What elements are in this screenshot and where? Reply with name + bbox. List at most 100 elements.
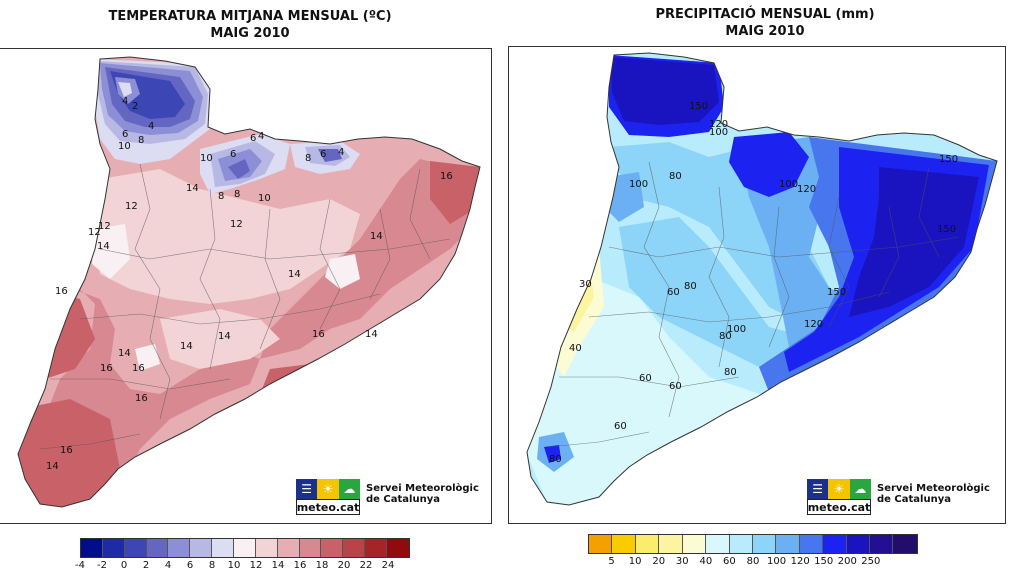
org-line1: Servei Meteorològic: [366, 483, 479, 494]
temperature-legend-swatch: [146, 539, 169, 557]
temperature-legend-swatch: [124, 539, 147, 557]
temperature-legend: -4 -2 0 2 4 6 8 10 12 14 16 18 20 22 24: [75, 538, 410, 572]
menu-lines-icon: ☰: [807, 479, 829, 499]
sun-icon: ☀: [317, 479, 339, 499]
precipitation-legend-swatch: [706, 535, 730, 553]
temperature-contour-label: 8: [305, 153, 311, 164]
precipitation-contour-label: 80: [719, 331, 732, 342]
precipitation-contour-label: 80: [684, 281, 697, 292]
temperature-contour-label: 8: [138, 135, 144, 146]
temperature-contour-label: 6: [230, 149, 236, 160]
precipitation-contour-label: 80: [669, 171, 682, 182]
precipitation-contour-label: 100: [629, 179, 648, 190]
temperature-contour-label: 6: [122, 129, 128, 140]
org-line1-2: Servei Meteorològic: [877, 483, 990, 494]
temperature-contour-label: 16: [100, 363, 113, 374]
temperature-legend-tick: 24: [381, 560, 395, 571]
meteocat-org-name-2: Servei Meteorològic de Catalunya: [877, 483, 990, 505]
temperature-legend-tick: 4: [164, 560, 172, 571]
temperature-contour-label: 4: [122, 96, 128, 107]
temperature-contour-label: 14: [46, 461, 59, 472]
temperature-legend-swatch: [387, 539, 409, 557]
precipitation-legend-tick: 150: [814, 556, 834, 567]
temperature-contour-label: 12: [230, 219, 243, 230]
precipitation-legend-tick: 120: [790, 556, 810, 567]
temperature-contour-label: 8: [234, 189, 240, 200]
temperature-contour-label: 12: [88, 227, 101, 238]
temperature-legend-bar: [80, 538, 410, 558]
temperature-legend-swatch: [343, 539, 366, 557]
temperature-contour-label: 4: [148, 121, 154, 132]
temperature-contour-label: 14: [180, 341, 193, 352]
temperature-contour-label: 16: [60, 445, 73, 456]
precipitation-legend-tick: 20: [652, 556, 666, 567]
precipitation-contour-label: 60: [614, 421, 627, 432]
temperature-contour-label: 12: [98, 221, 111, 232]
temperature-contour-label: 6: [250, 133, 256, 144]
precipitation-legend-tick: 5: [608, 556, 615, 567]
temperature-legend-swatch: [365, 539, 388, 557]
temperature-legend-swatch: [321, 539, 344, 557]
precipitation-legend-swatch: [612, 535, 636, 553]
temperature-contour-label: 14: [118, 348, 131, 359]
precipitation-legend-swatch: [870, 535, 894, 553]
temperature-contour-label: 16: [440, 171, 453, 182]
temperature-legend-swatch: [212, 539, 235, 557]
precipitation-legend-swatch: [799, 535, 824, 553]
org-line2-2: de Catalunya: [877, 494, 951, 505]
meteocat-logo: ☰ ☀ ☁ meteo.cat Servei Meteorològic de C…: [296, 479, 479, 515]
meteocat-logo-2: ☰ ☀ ☁ meteo.cat Servei Meteorològic de C…: [807, 479, 990, 515]
precipitation-contour-label: 60: [667, 287, 680, 298]
precipitation-title-line2: MAIG 2010: [725, 24, 805, 39]
precipitation-title-line1: PRECIPITACIÓ MENSUAL (mm): [655, 7, 875, 22]
temperature-legend-swatch: [234, 539, 256, 557]
precipitation-contour-label: 30: [579, 279, 592, 290]
precipitation-contour-label: 150: [827, 287, 846, 298]
temperature-legend-tick: 18: [315, 560, 329, 571]
temperature-contour-label: 16: [55, 286, 68, 297]
temperature-legend-tick: -4: [75, 560, 85, 571]
precipitation-contour-label: 40: [569, 343, 582, 354]
temperature-map-panel: 16 14 12 14 12 10 8 6 4 4 2 10 6 8 6 4 8 6 4 10 8 12 14 14 16 16 1…: [0, 48, 492, 524]
sun-icon: ☀: [828, 479, 850, 499]
precipitation-legend-swatch: [589, 535, 613, 553]
temperature-legend-swatch: [190, 539, 213, 557]
precipitation-map-title: PRECIPITACIÓ MENSUAL (mm) MAIG 2010: [555, 6, 975, 40]
temperature-contour-label: 16: [135, 393, 148, 404]
temperature-legend-tick: 2: [142, 560, 150, 571]
precipitation-legend-swatch: [729, 535, 753, 553]
temperature-legend-swatch: [299, 539, 322, 557]
cloud-icon: ☁: [338, 479, 360, 499]
precipitation-contour-label: 120: [797, 184, 816, 195]
precipitation-legend-swatch: [659, 535, 683, 553]
meteocat-logo-mark-2: ☰ ☀ ☁ meteo.cat: [807, 479, 871, 515]
temperature-legend-tick: 10: [227, 560, 241, 571]
temperature-legend-swatch: [102, 539, 125, 557]
precipitation-legend-swatch: [776, 535, 800, 553]
meteocat-logo-mark: ☰ ☀ ☁ meteo.cat: [296, 479, 360, 515]
temperature-legend-tick: 14: [271, 560, 285, 571]
temperature-title-line2: MAIG 2010: [210, 26, 290, 41]
temperature-legend-swatch: [277, 539, 300, 557]
precipitation-contour-label: 150: [939, 154, 958, 165]
temperature-contour-label: 14: [97, 241, 110, 252]
precipitation-legend-bar: [588, 534, 918, 554]
temperature-contour-label: 8: [218, 191, 224, 202]
precipitation-legend-tick: 60: [723, 556, 736, 567]
org-line2: de Catalunya: [366, 494, 440, 505]
menu-lines-icon: ☰: [296, 479, 318, 499]
temperature-legend-tick: 22: [359, 560, 373, 571]
precipitation-contour-label: 80: [724, 367, 737, 378]
temperature-contour-label: 14: [218, 331, 231, 342]
temperature-contour-label: 16: [312, 329, 325, 340]
temperature-contour-label: 10: [258, 193, 271, 204]
precipitation-contour-label: 120: [804, 319, 823, 330]
precipitation-contour-label: 150: [937, 224, 956, 235]
temperature-contour-label: 12: [125, 201, 138, 212]
precipitation-contour-label: 60: [639, 373, 652, 384]
meteocat-brand: meteo.cat: [296, 499, 360, 515]
meteocat-brand-2: meteo.cat: [807, 499, 871, 515]
temperature-legend-tick: 16: [293, 560, 307, 571]
